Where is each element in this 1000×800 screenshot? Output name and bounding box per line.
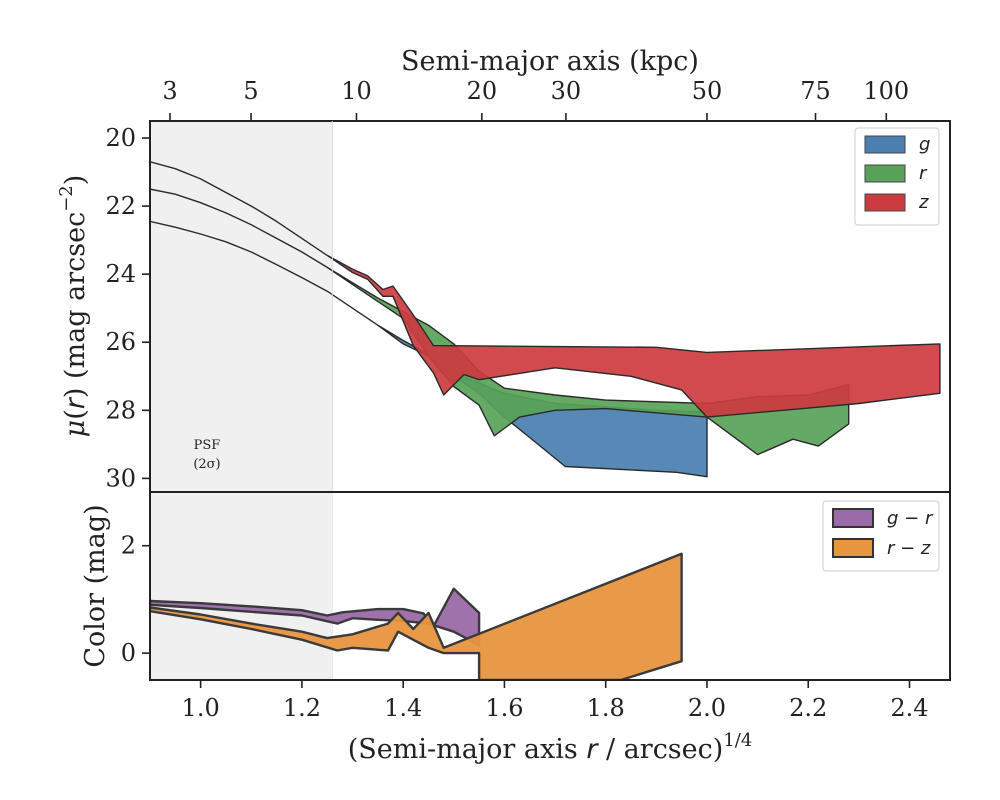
- legend-label: g: [919, 134, 930, 155]
- x-tick-label: 2.4: [890, 694, 928, 722]
- top-kpc-axis-ticks: 3 5 10 20 30 50 75 100: [162, 77, 909, 121]
- band-r-area: [150, 188, 850, 456]
- x-tick-label: 1.6: [485, 694, 523, 722]
- color-bands: [150, 552, 683, 680]
- legend-label: g − r: [887, 508, 934, 529]
- kpc-tick-label: 30: [551, 77, 582, 105]
- legend-swatch: [832, 538, 874, 558]
- color-y-axis-ticks: 02: [121, 532, 150, 667]
- top-y-axis-ticks: 20 22 24 26 28 30: [105, 124, 150, 492]
- r-minus-z-area: [150, 552, 683, 680]
- band-g-area: [150, 220, 708, 478]
- color-y-tick-label: 0: [121, 639, 136, 667]
- psf-shaded-region-lower: [150, 492, 333, 680]
- kpc-tick-label: 5: [243, 77, 258, 105]
- y-tick-label: 20: [105, 124, 136, 152]
- surface-brightness-bands: [150, 161, 941, 478]
- kpc-tick-label: 50: [692, 77, 723, 105]
- y-tick-label: 28: [105, 396, 136, 424]
- kpc-tick-label: 3: [162, 77, 177, 105]
- x-tick-label: 2.0: [688, 694, 726, 722]
- legend-swatch: [864, 164, 906, 183]
- legend-swatch: [864, 135, 906, 154]
- kpc-tick-label: 10: [341, 77, 372, 105]
- x-tick-label: 1.4: [384, 694, 422, 722]
- legend-swatch: [864, 193, 906, 212]
- top-axis-label: Semi-major axis (kpc): [401, 46, 699, 77]
- x-tick-label: 2.2: [789, 694, 827, 722]
- y-tick-label: 22: [105, 192, 136, 220]
- psf-sigma-label: (2σ): [193, 457, 220, 472]
- x-axis-ticks: 1.0 1.2 1.4 1.6 1.8 2.0 2.2 2.4: [182, 680, 929, 722]
- y-tick-label: 24: [105, 260, 136, 288]
- legend-label: z: [918, 192, 929, 213]
- psf-shaded-region: [150, 121, 333, 492]
- x-tick-label: 1.8: [587, 694, 625, 722]
- y-tick-label: 26: [105, 328, 136, 356]
- band-legend: grz: [854, 127, 940, 226]
- kpc-tick-label: 75: [800, 77, 831, 105]
- x-tick-label: 1.0: [182, 694, 220, 722]
- legend-label: r: [919, 163, 928, 184]
- color-panel: 02 1.0 1.2 1.4 1.6 1.8 2.0 2.2 2.4 g − rr − z: [121, 491, 951, 722]
- psf-label: PSF: [194, 438, 221, 453]
- color-axis-label: Color (mag): [80, 504, 111, 667]
- y-tick-label: 30: [105, 464, 136, 492]
- color-legend: g − r r − z: [822, 500, 940, 572]
- x-tick-label: 1.2: [283, 694, 321, 722]
- x-axis-label: (Semi-major axis r / arcsec)1/4: [348, 730, 753, 765]
- legend-swatch: [832, 508, 874, 528]
- kpc-tick-label: 20: [467, 77, 498, 105]
- band-z-area: [150, 161, 941, 418]
- y-axis-label: μ(r) (mag arcsec−2): [56, 175, 91, 438]
- color-panel-frame: [149, 491, 951, 681]
- legend-label: r − z: [887, 538, 931, 559]
- kpc-tick-label: 100: [863, 77, 909, 105]
- color-y-tick-label: 2: [121, 532, 136, 560]
